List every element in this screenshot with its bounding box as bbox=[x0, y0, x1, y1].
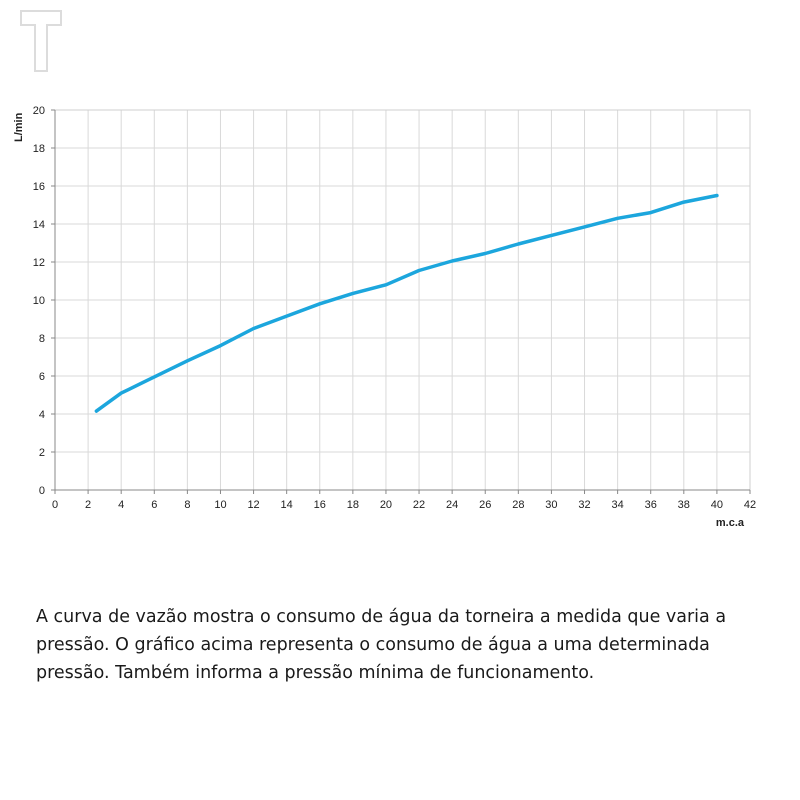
x-axis-title: m.c.a bbox=[716, 517, 745, 529]
x-tick-label: 42 bbox=[744, 499, 756, 511]
y-tick-label: 8 bbox=[39, 333, 45, 345]
x-tick-label: 26 bbox=[479, 499, 491, 511]
x-tick-label: 20 bbox=[380, 499, 392, 511]
series-layer bbox=[94, 193, 719, 413]
y-tick-label: 16 bbox=[33, 181, 45, 193]
x-tick-label: 4 bbox=[118, 499, 124, 511]
x-tick-label: 0 bbox=[52, 499, 58, 511]
x-tick-label: 6 bbox=[151, 499, 157, 511]
x-tick-label: 40 bbox=[711, 499, 723, 511]
y-tick-label: 2 bbox=[39, 447, 45, 459]
x-tick-label: 22 bbox=[413, 499, 425, 511]
x-tick-label: 30 bbox=[545, 499, 557, 511]
x-tick-label: 28 bbox=[512, 499, 524, 511]
chart-caption: A curva de vazão mostra o consumo de águ… bbox=[36, 607, 727, 683]
y-tick-label: 10 bbox=[33, 295, 45, 307]
x-tick-label: 32 bbox=[578, 499, 590, 511]
y-tick-label: 20 bbox=[33, 105, 45, 117]
x-tick-label: 34 bbox=[611, 499, 623, 511]
x-tick-label: 12 bbox=[247, 499, 259, 511]
axes bbox=[51, 109, 751, 494]
y-tick-label: 12 bbox=[33, 257, 45, 269]
tick-labels: 0 2 4 6 8 10 12 14 16 18 20 22 24 26 28 30 32 34 36 38 40 420… bbox=[33, 105, 756, 511]
x-tick-label: 38 bbox=[678, 499, 690, 511]
x-tick-label: 36 bbox=[645, 499, 657, 511]
grid-lines bbox=[54, 109, 751, 491]
y-tick-label: 4 bbox=[39, 409, 45, 421]
line-chart: 0 2 4 6 8 10 12 14 16 18 20 22 24 26 28 30 32 34 36 38 40 420… bbox=[13, 105, 756, 529]
x-tick-label: 10 bbox=[214, 499, 226, 511]
x-tick-label: 14 bbox=[281, 499, 293, 511]
series-line bbox=[94, 193, 719, 413]
y-axis-title: L/min bbox=[13, 112, 25, 142]
y-tick-label: 14 bbox=[33, 219, 45, 231]
x-tick-label: 16 bbox=[314, 499, 326, 511]
x-tick-label: 24 bbox=[446, 499, 458, 511]
y-tick-label: 18 bbox=[33, 143, 45, 155]
x-tick-label: 18 bbox=[347, 499, 359, 511]
y-tick-label: 6 bbox=[39, 371, 45, 383]
t-logo-icon bbox=[20, 10, 62, 72]
x-tick-label: 2 bbox=[85, 499, 91, 511]
x-tick-label: 8 bbox=[184, 499, 190, 511]
y-tick-label: 0 bbox=[39, 485, 45, 497]
